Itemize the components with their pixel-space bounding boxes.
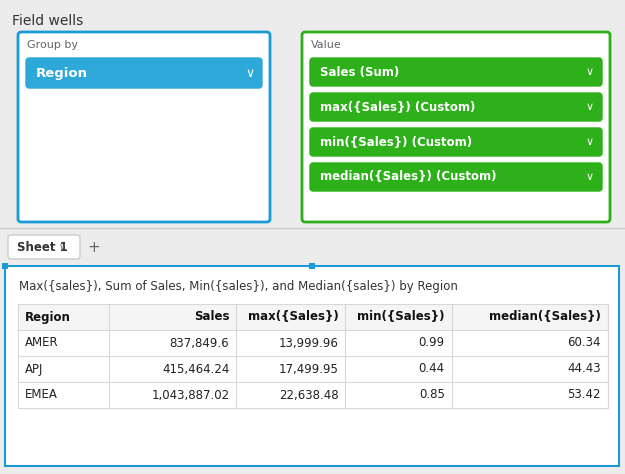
FancyBboxPatch shape <box>18 32 270 222</box>
Text: 60.34: 60.34 <box>568 337 601 349</box>
Text: max({Sales}): max({Sales}) <box>248 310 339 323</box>
Text: 53.42: 53.42 <box>568 389 601 401</box>
Text: min({Sales}) (Custom): min({Sales}) (Custom) <box>320 136 472 148</box>
Text: Max({sales}), Sum of Sales, Min({sales}), and Median({sales}) by Region: Max({sales}), Sum of Sales, Min({sales})… <box>19 280 458 293</box>
Text: APJ: APJ <box>25 363 43 375</box>
FancyBboxPatch shape <box>8 235 80 259</box>
Text: 0.85: 0.85 <box>419 389 444 401</box>
Text: 0.44: 0.44 <box>419 363 444 375</box>
Text: ∨: ∨ <box>586 172 594 182</box>
Bar <box>18 304 608 330</box>
Bar <box>2 263 8 269</box>
Text: Group by: Group by <box>27 40 78 50</box>
Text: 837,849.6: 837,849.6 <box>169 337 229 349</box>
Text: ∨: ∨ <box>59 242 66 252</box>
Text: Region: Region <box>36 66 88 80</box>
Text: ∨: ∨ <box>586 67 594 77</box>
FancyBboxPatch shape <box>310 128 602 156</box>
Bar <box>18 330 608 356</box>
Bar <box>18 356 608 382</box>
Text: Value: Value <box>311 40 342 50</box>
Text: 44.43: 44.43 <box>568 363 601 375</box>
Text: median({Sales}): median({Sales}) <box>489 310 601 323</box>
Text: min({Sales}): min({Sales}) <box>357 310 444 323</box>
Text: 415,464.24: 415,464.24 <box>162 363 229 375</box>
Text: Sales: Sales <box>194 310 229 323</box>
Text: Sales (Sum): Sales (Sum) <box>320 65 399 79</box>
Text: 0.99: 0.99 <box>419 337 444 349</box>
Text: ∨: ∨ <box>246 66 254 80</box>
Text: +: + <box>88 239 101 255</box>
Text: median({Sales}) (Custom): median({Sales}) (Custom) <box>320 171 496 183</box>
Text: ∨: ∨ <box>586 137 594 147</box>
Text: 22,638.48: 22,638.48 <box>279 389 339 401</box>
Text: 13,999.96: 13,999.96 <box>279 337 339 349</box>
Bar <box>5 266 619 466</box>
FancyBboxPatch shape <box>310 58 602 86</box>
Text: Field wells: Field wells <box>12 14 83 28</box>
Text: 1,043,887.02: 1,043,887.02 <box>151 389 229 401</box>
Text: Sheet 1: Sheet 1 <box>17 240 68 254</box>
Bar <box>18 382 608 408</box>
FancyBboxPatch shape <box>26 58 262 88</box>
FancyBboxPatch shape <box>310 93 602 121</box>
Text: Region: Region <box>25 310 71 323</box>
Text: 17,499.95: 17,499.95 <box>279 363 339 375</box>
FancyBboxPatch shape <box>302 32 610 222</box>
Text: max({Sales}) (Custom): max({Sales}) (Custom) <box>320 100 476 113</box>
FancyBboxPatch shape <box>310 163 602 191</box>
Text: AMER: AMER <box>25 337 59 349</box>
Bar <box>309 263 315 269</box>
Text: ∨: ∨ <box>586 102 594 112</box>
Text: EMEA: EMEA <box>25 389 58 401</box>
